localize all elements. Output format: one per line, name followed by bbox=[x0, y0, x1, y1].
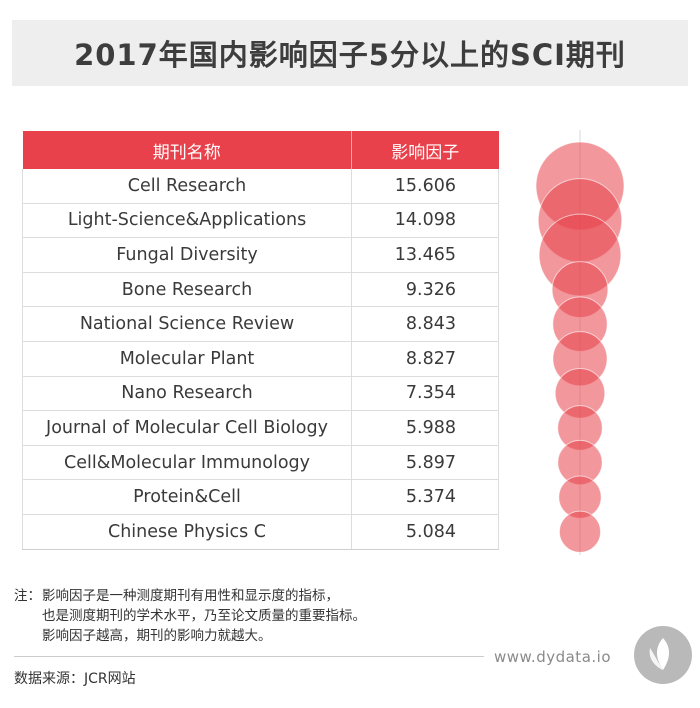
journal-name: Bone Research bbox=[22, 272, 352, 308]
impact-factor-value: 15.606 bbox=[351, 169, 499, 204]
table-row: National Science Review 8.843 bbox=[22, 306, 499, 342]
column-header-name: 期刊名称 bbox=[22, 131, 352, 169]
impact-factor-value: 7.354 bbox=[351, 376, 499, 412]
table-row: Bone Research 9.326 bbox=[22, 272, 499, 308]
impact-factor-value: 8.827 bbox=[351, 341, 499, 377]
impact-factor-value: 5.897 bbox=[351, 445, 499, 481]
bubble-mark bbox=[537, 178, 623, 263]
impact-factor-value: 5.084 bbox=[351, 514, 499, 550]
bubble-mark bbox=[557, 439, 603, 486]
bubble-mark bbox=[552, 331, 608, 387]
note-line: 影响因子越高，期刊的影响力就越大。 bbox=[42, 628, 272, 644]
bubble-mark bbox=[557, 405, 603, 451]
footnote: 注：影响因子是一种测度期刊有用性和显示度的指标， 也是测度期刊的学术水平，乃至论… bbox=[14, 586, 366, 646]
table-row: Cell&Molecular Immunology 5.897 bbox=[22, 445, 499, 481]
impact-factor-value: 5.988 bbox=[351, 410, 499, 446]
bubble-mark bbox=[558, 510, 602, 553]
bubble-mark bbox=[552, 296, 608, 352]
impact-factor-value: 14.098 bbox=[351, 203, 499, 239]
note-line: 影响因子是一种测度期刊有用性和显示度的指标， bbox=[42, 588, 339, 604]
journal-name: Cell Research bbox=[22, 169, 352, 204]
table-row: Journal of Molecular Cell Biology 5.988 bbox=[22, 410, 499, 446]
table-row: Fungal Diversity 13.465 bbox=[22, 237, 499, 273]
title-banner: 2017年国内影响因子5分以上的SCI期刊 bbox=[12, 20, 688, 86]
brand-logo-icon bbox=[634, 626, 692, 684]
table-row: Chinese Physics C 5.084 bbox=[22, 514, 499, 550]
journal-name: Cell&Molecular Immunology bbox=[22, 445, 352, 481]
bubble-mark bbox=[554, 368, 606, 419]
table-row: Molecular Plant 8.827 bbox=[22, 341, 499, 377]
impact-factor-value: 8.843 bbox=[351, 306, 499, 342]
journal-name: National Science Review bbox=[22, 306, 352, 342]
journal-name: Light-Science&Applications bbox=[22, 203, 352, 239]
journal-table: 期刊名称 影响因子 Cell Research 15.606 Light-Scie… bbox=[22, 131, 499, 550]
table-row: Cell Research 15.606 bbox=[22, 169, 499, 204]
journal-name: Fungal Diversity bbox=[22, 237, 352, 273]
table-row: Protein&Cell 5.374 bbox=[22, 479, 499, 515]
website-label: www.dydata.io bbox=[494, 648, 611, 666]
journal-name: Protein&Cell bbox=[22, 479, 352, 515]
page-title: 2017年国内影响因子5分以上的SCI期刊 bbox=[74, 38, 626, 72]
footer-divider bbox=[14, 656, 484, 657]
data-source: 数据来源：JCR网站 bbox=[14, 671, 136, 687]
table-row: Nano Research 7.354 bbox=[22, 376, 499, 412]
impact-factor-value: 9.326 bbox=[351, 272, 499, 308]
impact-factor-value: 13.465 bbox=[351, 237, 499, 273]
bubble-mark bbox=[535, 141, 625, 231]
journal-name: Molecular Plant bbox=[22, 341, 352, 377]
table-header-row: 期刊名称 影响因子 bbox=[22, 131, 499, 169]
impact-factor-value: 5.374 bbox=[351, 479, 499, 515]
journal-name: Chinese Physics C bbox=[22, 514, 352, 550]
table-row: Light-Science&Applications 14.098 bbox=[22, 203, 499, 239]
note-prefix: 注： bbox=[14, 588, 41, 604]
bubble-mark bbox=[551, 261, 609, 318]
column-header-impact-factor: 影响因子 bbox=[351, 131, 499, 169]
note-line: 也是测度期刊的学术水平，乃至论文质量的重要指标。 bbox=[42, 608, 366, 624]
journal-name: Nano Research bbox=[22, 376, 352, 412]
bubble-mark bbox=[538, 213, 622, 297]
bubble-mark bbox=[558, 475, 602, 519]
journal-name: Journal of Molecular Cell Biology bbox=[22, 410, 352, 446]
